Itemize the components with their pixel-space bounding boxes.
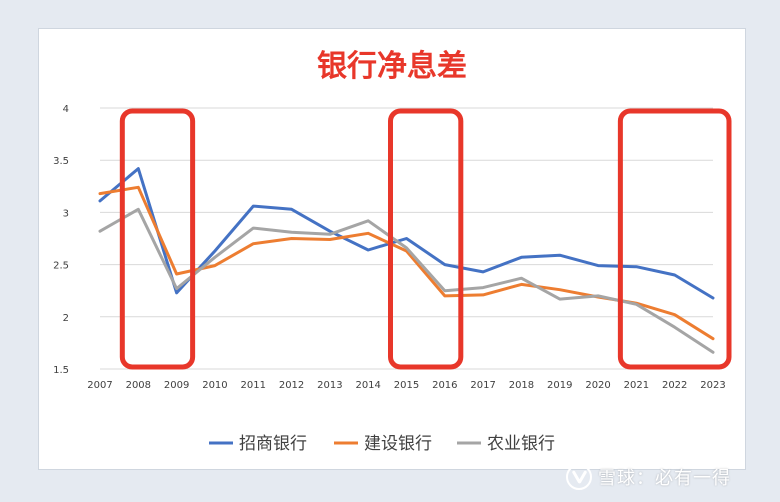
- highlight-box: [119, 108, 196, 370]
- y-axis-ticks: 1.5 2 2.5 3 3.5 4: [53, 104, 69, 376]
- highlight-box: [388, 108, 464, 370]
- line-chart: 银行净息差 1.522.533.54 2007 2008 2009 2010 2011 2…: [53, 49, 732, 454]
- chart-card: 银行净息差 1.5 2 2.5 3 3.5 4 2007 2008 2009 2010 2011 2…: [38, 28, 746, 470]
- series-line: [98, 207, 715, 354]
- series-line: [98, 167, 715, 300]
- x-tick-label: 2017: [470, 380, 495, 391]
- x-tick-label: 2018: [509, 380, 534, 391]
- x-tick-label: 2021: [624, 380, 649, 391]
- legend-label: 农业银行: [487, 434, 555, 454]
- x-tick-label: 2019: [547, 380, 572, 391]
- series-lines: [98, 167, 715, 354]
- x-tick-label: 2012: [279, 380, 304, 391]
- x-tick-label: 2010: [202, 380, 227, 391]
- x-tick-label: 2007: [87, 380, 112, 391]
- y-tick-label: 2: [63, 313, 69, 324]
- y-tick-label: 3: [63, 208, 69, 219]
- legend: 招商银行 建设银行 农业银行: [209, 434, 555, 454]
- x-tick-label: 2015: [394, 380, 419, 391]
- y-tick-label: 4: [63, 104, 69, 115]
- y-tick-label: 3.5: [53, 156, 69, 167]
- legend-label: 招商银行: [239, 434, 307, 454]
- legend-label: 建设银行: [364, 434, 432, 454]
- watermark-text: 雪球：必有一得: [598, 468, 731, 489]
- highlight-box: [617, 108, 732, 370]
- snowball-logo-icon: [566, 464, 592, 490]
- x-tick-label: 2014: [355, 380, 380, 391]
- x-axis-ticks: 2007 2008 2009 2010 2011 2012 2013 2014 2015 2016…: [87, 380, 725, 391]
- x-tick-label: 2020: [585, 380, 610, 391]
- x-tick-label: 2013: [317, 380, 342, 391]
- x-tick-label: 2008: [126, 380, 151, 391]
- x-tick-label: 2009: [164, 380, 189, 391]
- chart-title: 银行净息差: [317, 49, 467, 84]
- x-tick-label: 2023: [700, 380, 725, 391]
- highlight-boxes: [119, 108, 732, 370]
- y-tick-label: 2.5: [53, 261, 69, 272]
- y-tick-label: 1.5: [53, 365, 69, 376]
- x-tick-label: 2016: [432, 380, 457, 391]
- x-tick-label: 2022: [662, 380, 687, 391]
- watermark: 雪球：必有一得: [566, 462, 731, 492]
- x-tick-label: 2011: [241, 380, 266, 391]
